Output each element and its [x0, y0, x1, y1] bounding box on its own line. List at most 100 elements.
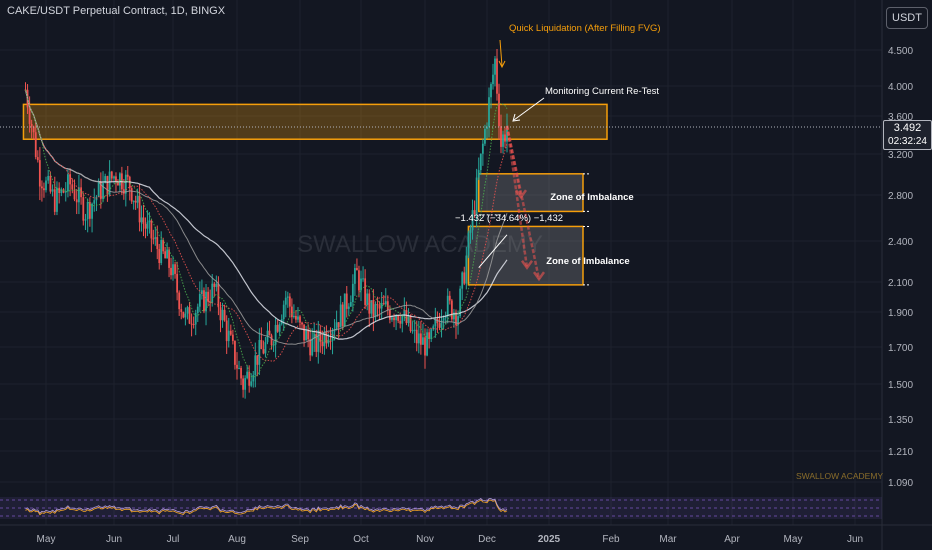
zone2-label: Zone of Imbalance [546, 256, 629, 267]
candle-body [329, 340, 332, 342]
candle-body [150, 220, 153, 239]
candle-body [457, 316, 459, 326]
candle-body [395, 315, 397, 321]
candle-body [461, 272, 464, 289]
candle-body [32, 126, 35, 133]
candle-body [343, 293, 346, 326]
candle-body [465, 255, 468, 284]
candle-body [113, 176, 115, 179]
candle-body [115, 176, 117, 182]
x-tick-label: May [784, 534, 803, 545]
candle-body [481, 143, 484, 154]
candle-body [479, 153, 482, 171]
x-tick-label: Dec [478, 534, 496, 545]
arrow-head-icon [532, 271, 546, 282]
candle-body [284, 297, 287, 305]
candle-body [448, 295, 451, 301]
candle-body [49, 175, 52, 192]
candle-body [201, 290, 203, 294]
candle-body [290, 306, 293, 318]
candle-body [288, 296, 291, 307]
candle-body [347, 306, 350, 309]
candle-body [119, 173, 121, 186]
candle-body [360, 278, 362, 291]
candle-body [38, 160, 41, 187]
candle-body [182, 311, 185, 318]
candle-body [34, 132, 37, 158]
candle-body [446, 295, 449, 316]
candle-body [227, 330, 230, 342]
candle-body [124, 174, 127, 194]
candle-body [351, 283, 354, 303]
x-tick-label: Apr [724, 534, 740, 545]
candle-body [313, 334, 316, 339]
candle-body [67, 174, 69, 192]
candle-body [459, 288, 462, 317]
candle-body [82, 197, 85, 221]
annotation-arrow-monitoring [513, 97, 545, 121]
moving-average-line [25, 89, 508, 345]
candle-body [231, 334, 234, 341]
zone-box[interactable] [22, 103, 608, 140]
candle-body [256, 355, 259, 365]
footer-brand: SWALLOW ACADEMY [796, 471, 883, 481]
currency-button[interactable]: USDT [886, 7, 928, 29]
candle-body [438, 323, 441, 328]
candle-body [252, 375, 255, 382]
moving-average-line [25, 89, 508, 378]
candle-body [80, 187, 82, 198]
annotation-arrow-liquidation [499, 39, 503, 67]
y-tick-label: 1.210 [888, 447, 913, 458]
candle-body [286, 296, 289, 298]
candle-body [436, 318, 439, 324]
candle-body [168, 249, 170, 268]
projection-arrow [505, 125, 541, 280]
candle-body [234, 340, 236, 365]
candle-body [106, 176, 109, 195]
candle-body [331, 331, 334, 341]
candle-body [190, 323, 193, 325]
candle-body [166, 249, 168, 259]
candle-body [380, 303, 383, 309]
x-tick-label: Jul [167, 534, 180, 545]
candle-body [152, 238, 155, 240]
x-tick-label: Aug [228, 534, 246, 545]
candle-body [502, 134, 504, 147]
candle-body [307, 330, 310, 340]
candle-body [356, 268, 358, 271]
candle-body [397, 315, 400, 321]
candle-body [184, 313, 187, 318]
candle-body [136, 195, 139, 203]
y-tick-label: 3.600 [888, 112, 913, 123]
candle-body [419, 333, 422, 345]
price-axis[interactable]: 4.500 4.000 3.600 3.200 2.800 2.400 2.100 1.900… [888, 46, 913, 489]
candle-body [130, 188, 133, 202]
candle-body [490, 84, 492, 98]
candle-body [36, 157, 39, 161]
candle-body [134, 200, 137, 203]
candle-body [176, 273, 179, 293]
candle-body [494, 58, 496, 75]
candle-body [417, 333, 420, 344]
candle-body [469, 230, 472, 233]
candle-body [274, 324, 277, 345]
time-axis[interactable]: May Jun Jul Aug Sep Oct Nov Dec 2025 Feb Mar Apr May… [37, 534, 864, 545]
zone1-label: Zone of Imbalance [550, 192, 633, 203]
candle-body [486, 126, 488, 129]
candle-body [321, 341, 324, 347]
candle-body [315, 334, 318, 352]
candle-body [28, 107, 31, 124]
candle-body [455, 312, 457, 326]
candle-body [250, 381, 253, 386]
candle-body [463, 272, 466, 284]
candle-body [51, 189, 54, 192]
candle-body [223, 309, 226, 321]
measure-label: −1.432 (−34.64%) −1,432 [455, 213, 563, 224]
candle-body [372, 300, 375, 317]
candle-body [203, 290, 205, 312]
candle-body [309, 339, 312, 356]
y-tick-label: 3.200 [888, 150, 913, 161]
candles [24, 48, 508, 399]
zone-box[interactable] [477, 173, 584, 213]
